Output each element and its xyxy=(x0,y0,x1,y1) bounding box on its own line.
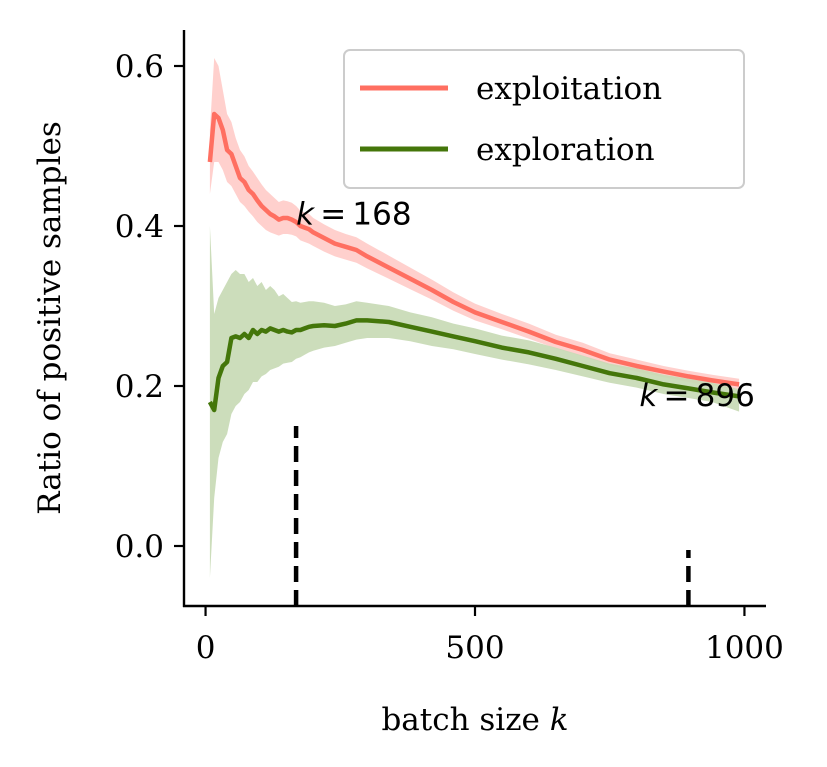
line-exploitation xyxy=(207,111,740,387)
y-tick-label: 0.2 xyxy=(115,369,164,405)
tick-labels: 0 500 1000 0.0 0.2 0.4 0.6 xyxy=(115,49,784,666)
x-tick-label: 500 xyxy=(445,630,504,666)
axes xyxy=(174,30,766,616)
y-axis-title: Ratio of positive samples xyxy=(32,121,68,515)
x-tick-label: 0 xyxy=(196,630,216,666)
x-axis-title: batch size k xyxy=(381,702,568,738)
annotation-k-168: k = 168 xyxy=(296,196,411,232)
x-tick-label: 1000 xyxy=(705,630,784,666)
y-tick-label: 0.0 xyxy=(115,529,164,565)
y-tick-label: 0.6 xyxy=(115,49,164,85)
legend-label-exploitation: exploitation xyxy=(476,71,662,107)
legend: exploitation exploration xyxy=(343,49,745,189)
annotation-k-896: k = 896 xyxy=(639,378,754,414)
confidence-bands xyxy=(209,58,740,578)
series-lines xyxy=(207,111,740,413)
legend-box xyxy=(343,49,745,189)
legend-label-exploration: exploration xyxy=(476,132,655,168)
band-exploitation xyxy=(209,58,740,390)
batch-size-markers: k = 168 k = 896 xyxy=(293,196,755,606)
y-tick-label: 0.4 xyxy=(115,209,164,245)
line-exploration xyxy=(207,318,740,413)
band-exploration xyxy=(209,226,740,578)
